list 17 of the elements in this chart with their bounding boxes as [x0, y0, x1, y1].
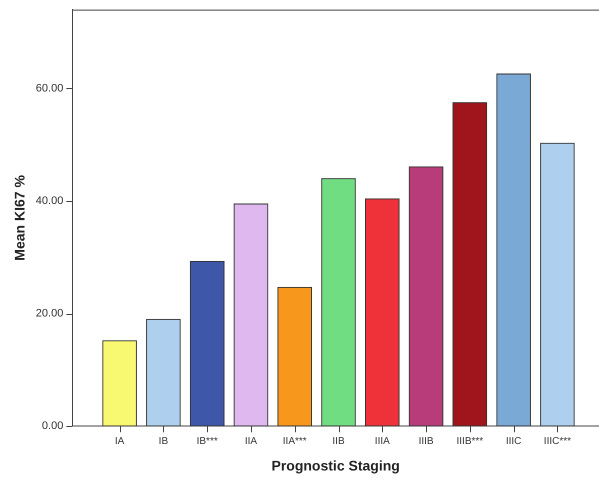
y-tick-label: 60.00	[36, 82, 64, 94]
x-tick-label: IIIB	[418, 436, 434, 447]
x-tick-label: IIB	[332, 436, 345, 447]
x-tick-label: IB***	[196, 436, 218, 447]
x-tick-label: IIA	[244, 436, 258, 447]
x-axis-title: Prognostic Staging	[271, 457, 400, 474]
x-tick-label: IA	[114, 436, 125, 447]
x-tick-label: IIA***	[282, 436, 307, 447]
x-tick-label: IIIC	[506, 436, 522, 447]
y-tick-label: 40.00	[36, 195, 64, 208]
x-tick-label: IIIC***	[544, 436, 572, 447]
x-tick-label: IIIA	[374, 436, 390, 447]
y-axis-title: Mean KI67 %	[11, 174, 28, 261]
x-tick-label: IB	[158, 436, 168, 447]
x-tick-label: IIIB***	[456, 436, 484, 447]
y-tick-label: 0.00	[42, 420, 64, 432]
y-tick-label: 20.00	[36, 308, 64, 320]
